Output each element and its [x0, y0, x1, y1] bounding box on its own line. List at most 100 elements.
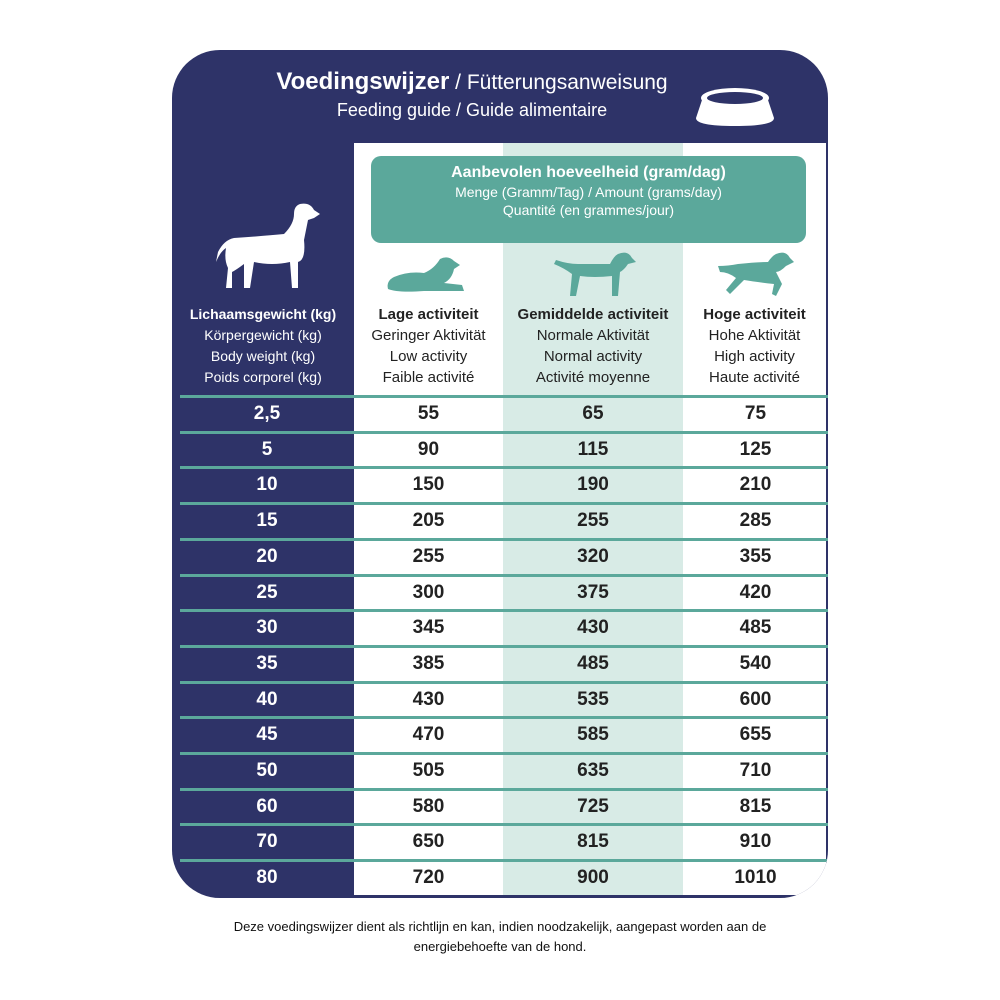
high-activity-cell: 815 [739, 795, 772, 817]
column-header-high-activity: Hoge activiteit Hohe Aktivität High acti… [683, 304, 826, 388]
body-weight-cell: 10 [256, 474, 278, 496]
table-row: 20 255 320 355 [180, 537, 828, 574]
header-en: Body weight (kg) [210, 348, 316, 364]
high-activity-cell: 485 [739, 617, 772, 639]
high-activity-cell: 210 [739, 474, 772, 496]
high-activity-cell: 600 [739, 688, 772, 710]
title-block: Voedingswijzer / Fütterungsanweisung Fee… [172, 68, 772, 121]
header-nl: Lichaamsgewicht (kg) [189, 306, 337, 322]
body-weight-cell: 2,5 [253, 403, 281, 424]
low-activity-cell: 90 [417, 438, 440, 460]
lying-dog-icon [387, 257, 464, 292]
amount-label-nl: Aanbevolen hoeveelheid (gram/dag) [451, 164, 726, 181]
normal-activity-cell: 255 [577, 510, 609, 532]
low-activity-cell: 580 [412, 795, 445, 817]
table-row: 2,5 55 65 75 [180, 395, 828, 431]
normal-activity-cell: 375 [577, 581, 609, 603]
title-rest: / Fütterungsanweisung [449, 71, 668, 94]
low-activity-cell: 720 [412, 867, 445, 889]
body-weight-cell: 20 [256, 545, 278, 567]
header-fr: Poids corporel (kg) [204, 369, 322, 385]
normal-activity-cell: 65 [582, 403, 604, 424]
body-weight-cell: 15 [256, 510, 278, 532]
running-dog-icon [718, 252, 794, 296]
walking-dog-icon [554, 252, 636, 296]
header-en: Normal activity [543, 348, 643, 365]
low-activity-cell: 650 [412, 831, 445, 853]
table-row: 60 580 725 815 [180, 787, 828, 824]
table-row: 50 505 635 710 [180, 752, 828, 788]
body-weight-cell: 45 [256, 724, 278, 746]
normal-activity-cell: 725 [577, 795, 609, 817]
header-de: Körpergewicht (kg) [204, 327, 322, 343]
title: Voedingswijzer / Fütterungsanweisung [172, 68, 772, 96]
column-header-body-weight: Lichaamsgewicht (kg) Körpergewicht (kg) … [172, 304, 354, 388]
amount-label-fr: Quantité (en grammes/jour) [502, 202, 675, 218]
body-weight-cell: 40 [256, 688, 278, 710]
amount-header-box: Aanbevolen hoeveelheid (gram/dag) Menge … [371, 156, 806, 243]
standing-dog-icon [216, 203, 320, 288]
high-activity-cell: 710 [739, 760, 772, 781]
table-row: 30 345 430 485 [180, 609, 828, 645]
table-row: 40 430 535 600 [180, 680, 828, 717]
dog-bowl-icon [696, 88, 774, 126]
header-de: Normale Aktivität [536, 327, 650, 344]
body-weight-cell: 30 [256, 617, 278, 639]
body-weight-cell: 35 [256, 652, 278, 674]
header-de: Hohe Aktivität [708, 327, 801, 344]
header-en: High activity [714, 348, 795, 365]
normal-activity-cell: 320 [577, 545, 609, 567]
low-activity-cell: 255 [412, 545, 445, 567]
low-activity-cell: 300 [412, 581, 445, 603]
column-header-normal-activity: Gemiddelde activiteit Normale Aktivität … [503, 304, 683, 388]
normal-activity-cell: 900 [577, 867, 609, 889]
amount-label-de-en: Menge (Gramm/Tag) / Amount (grams/day) [455, 184, 722, 200]
feeding-guide-panel: Voedingswijzer / Fütterungsanweisung Fee… [172, 50, 828, 898]
high-activity-cell: 355 [739, 545, 772, 567]
header-fr: Haute activité [709, 369, 800, 386]
high-activity-cell: 125 [739, 438, 772, 460]
high-activity-cell: 910 [739, 831, 772, 853]
normal-activity-cell: 585 [577, 724, 609, 746]
normal-activity-cell: 485 [577, 652, 609, 674]
high-activity-cell: 420 [739, 581, 772, 603]
header-nl: Lage activiteit [378, 306, 479, 323]
header-en: Low activity [389, 348, 468, 365]
header-nl: Gemiddelde activiteit [517, 306, 669, 323]
header-nl: Hoge activiteit [703, 306, 806, 323]
table-row: 45 470 585 655 [180, 716, 828, 752]
normal-activity-cell: 115 [577, 438, 609, 460]
low-activity-cell: 505 [412, 760, 445, 781]
header-fr: Faible activité [382, 369, 475, 386]
header-fr: Activité moyenne [535, 369, 651, 386]
footer-note: Deze voedingswijzer dient als richtlijn … [150, 917, 850, 957]
low-activity-cell: 430 [412, 688, 445, 710]
body-weight-cell: 50 [256, 760, 278, 781]
low-activity-cell: 55 [417, 403, 440, 424]
table-row: 25 300 375 420 [180, 573, 828, 610]
body-weight-cell: 25 [256, 581, 278, 603]
body-weight-cell: 70 [256, 831, 278, 853]
high-activity-cell: 655 [739, 724, 772, 746]
high-activity-cell: 75 [744, 403, 767, 424]
body-weight-cell: 5 [261, 438, 273, 460]
table-row: 5 90 115 125 [180, 430, 828, 467]
normal-activity-cell: 635 [577, 760, 609, 781]
normal-activity-cell: 535 [577, 688, 609, 710]
low-activity-cell: 385 [412, 652, 445, 674]
low-activity-cell: 205 [412, 510, 445, 532]
table-row: 80 720 900 1010 [180, 859, 828, 895]
header-de: Geringer Aktivität [371, 327, 486, 344]
table-row: 35 385 485 540 [180, 644, 828, 681]
subtitle: Feeding guide / Guide alimentaire [336, 100, 608, 120]
high-activity-cell: 285 [739, 510, 772, 532]
normal-activity-cell: 190 [577, 474, 609, 496]
table-row: 10 150 190 210 [180, 466, 828, 502]
column-header-low-activity: Lage activiteit Geringer Aktivität Low a… [354, 304, 503, 388]
high-activity-cell: 1010 [734, 867, 777, 889]
body-weight-cell: 60 [256, 795, 278, 817]
table-row: 70 650 815 910 [180, 823, 828, 859]
title-bold: Voedingswijzer [276, 68, 450, 95]
footer-line-2: energiebehoefte van de hond. [413, 939, 587, 954]
low-activity-cell: 150 [412, 474, 445, 496]
